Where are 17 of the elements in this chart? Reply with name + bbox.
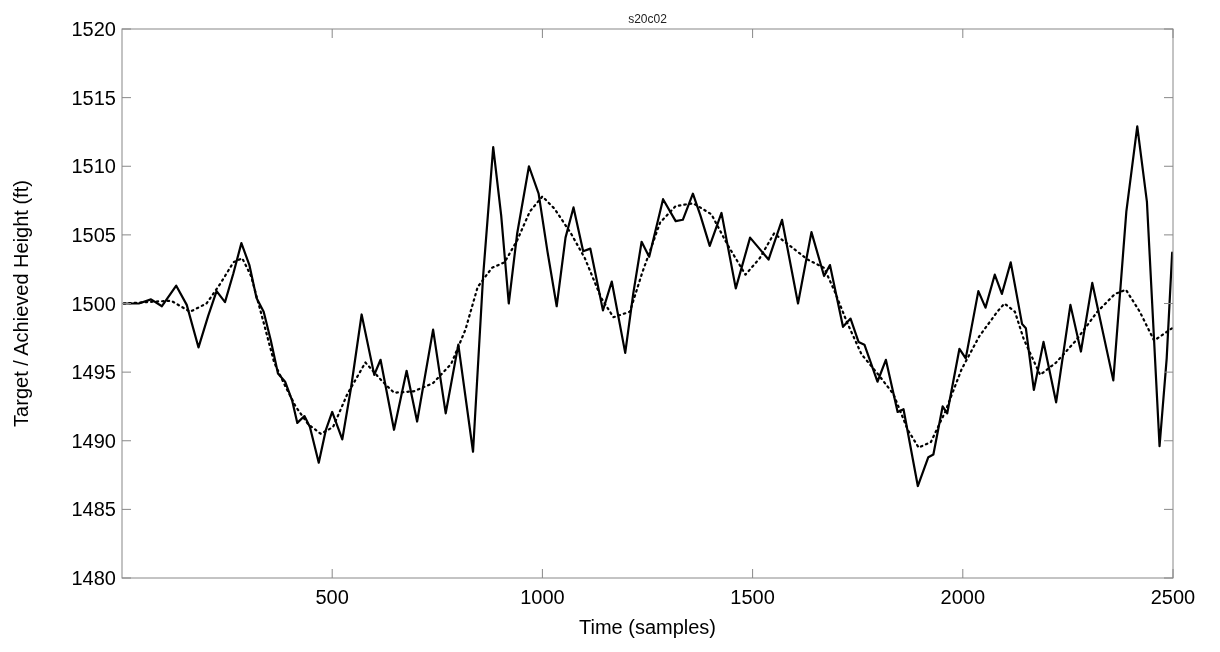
y-axis-title: Target / Achieved Height (ft)	[10, 180, 32, 427]
x-tick-label: 500	[315, 586, 349, 608]
x-axis-title: Time (samples)	[578, 616, 717, 638]
y-tick-label: 1510	[71, 155, 116, 178]
y-tick-label: 1505	[71, 223, 116, 246]
x-tick-label: 2500	[1150, 586, 1196, 608]
y-tick-label: 1515	[71, 86, 116, 109]
x-tick-label: 2000	[940, 586, 986, 608]
y-tick-label: 1480	[71, 567, 116, 589]
x-tick-label: 1000	[520, 586, 565, 608]
y-tick-label: 1500	[71, 292, 116, 315]
y-tick-label: 1485	[71, 498, 116, 521]
chart-title: s20c02	[628, 12, 668, 26]
y-tick-label: 1490	[71, 429, 116, 452]
y-tick-label: 1495	[71, 361, 116, 384]
y-tick-label: 1520	[71, 18, 116, 40]
x-tick-label: 1500	[730, 586, 775, 608]
